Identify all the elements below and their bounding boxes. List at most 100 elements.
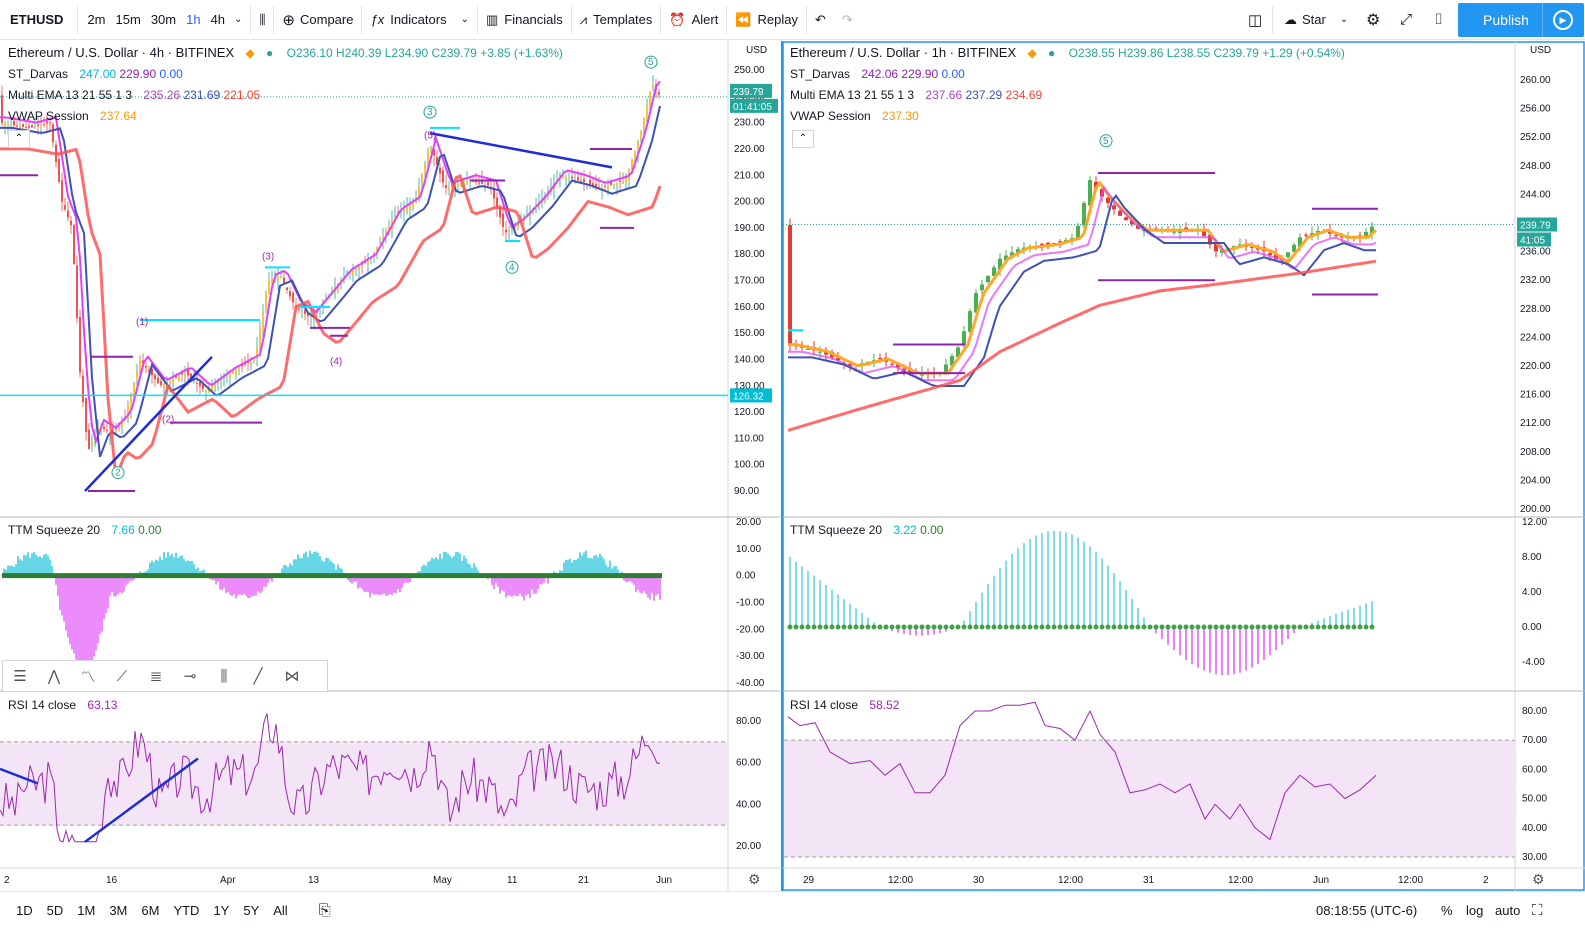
tf-15m[interactable]: 15m [115, 12, 141, 27]
range-3m[interactable]: 3M [109, 903, 128, 918]
candle [355, 268, 357, 271]
replay-label: Replay [757, 12, 798, 27]
layout-button[interactable]: ◫ [1240, 0, 1270, 40]
financials-button[interactable]: ▥ Financials [478, 0, 571, 40]
candle [211, 385, 213, 392]
candle [1310, 233, 1314, 236]
range-5y[interactable]: 5Y [243, 903, 260, 918]
candle [61, 180, 63, 202]
candle [223, 377, 225, 379]
lines-icon[interactable]: ☰ [13, 668, 27, 685]
goto-date-icon[interactable]: ⎘ [318, 902, 331, 919]
chart-type-button[interactable]: ⫼ [251, 0, 273, 40]
candle [806, 349, 810, 351]
left-rsi-pane[interactable] [0, 713, 728, 844]
templates-icon: ⩘ [579, 11, 588, 27]
chevron-down-icon[interactable]: ⌄ [234, 14, 243, 25]
wave-label: 5 [648, 57, 654, 68]
right-ema-legend[interactable]: Multi EMA 13 21 55 1 3 237.66 237.29 234… [790, 85, 1345, 106]
candle [79, 316, 81, 373]
candle [508, 230, 510, 233]
currency-label[interactable]: USD [746, 45, 768, 56]
candle [277, 276, 279, 281]
log-toggle[interactable]: log [1466, 903, 1484, 918]
candle [604, 185, 606, 187]
clock-time[interactable]: 08:18:55 (UTC-6) [1316, 903, 1418, 918]
price-tick: 204.00 [1520, 475, 1551, 486]
range-1y[interactable]: 1Y [213, 903, 230, 918]
compare-button[interactable]: ⊕ Compare [274, 0, 361, 40]
fib-icon[interactable]: ≣ [149, 668, 163, 685]
candle [121, 420, 123, 428]
range-all[interactable]: All [273, 903, 288, 918]
alert-button[interactable]: ⏰ Alert [661, 0, 726, 40]
settings-button[interactable]: ⚙ [1358, 0, 1388, 40]
ttm-zero-dot [1033, 624, 1039, 630]
star-button[interactable]: ☁ Star ⌄ [1276, 0, 1356, 40]
left-ttm-pane[interactable] [1, 550, 662, 671]
right-vwap-legend[interactable]: VWAP Session 237.30 [790, 106, 1345, 127]
rsi-tick: 80.00 [1522, 706, 1547, 717]
collapse-legend-button[interactable]: ⌃ [8, 130, 30, 148]
range-ytd[interactable]: YTD [173, 903, 200, 918]
collapse-legend-button[interactable]: ⌃ [792, 130, 814, 148]
fullscreen-button[interactable]: ⤢ [1392, 0, 1420, 40]
replay-button[interactable]: ⏪ Replay [727, 0, 806, 40]
node-icon[interactable]: ⋈ [284, 668, 300, 685]
symbol-search[interactable]: ETHUSD [10, 12, 64, 27]
wave-pattern-icon[interactable]: 〽 [80, 668, 96, 686]
time-tick: 12:00 [1228, 875, 1253, 886]
undo-button[interactable]: ↶ [807, 0, 834, 40]
function-icon: ƒx [370, 12, 385, 27]
ttm-zero-dot [1183, 624, 1189, 630]
left-darvas-legend[interactable]: ST_Darvas 247.00 229.90 0.00 [8, 64, 563, 85]
fullscreen-icon[interactable]: ⛶ [1532, 902, 1543, 919]
horizontal-line-icon[interactable]: ⊸ [183, 668, 197, 685]
right-rsi-pane[interactable] [784, 701, 1515, 858]
play-icon[interactable]: ▶ [1542, 3, 1573, 37]
ttm-zero-dot [793, 624, 799, 630]
left-price-pane[interactable]: (1) (2) (3) (4) (5) 2 3 4 5 [0, 55, 728, 492]
line-tool-icon[interactable]: ╱ [253, 668, 263, 685]
rsi-band [784, 740, 1515, 857]
right-darvas-legend[interactable]: ST_Darvas 242.06 229.90 0.00 [790, 64, 1345, 85]
left-ttm-legend[interactable]: TTM Squeeze 20 7.66 0.00 [8, 520, 161, 541]
right-rsi-legend[interactable]: RSI 14 close 58.52 [790, 695, 899, 716]
tf-4h[interactable]: 4h [210, 12, 226, 27]
ttm-zero-dot [1189, 624, 1195, 630]
currency-label[interactable]: USD [1530, 45, 1552, 56]
right-price-pane[interactable]: 5 [783, 134, 1515, 432]
candle [10, 124, 12, 126]
candle [475, 181, 477, 183]
tf-1h[interactable]: 1h [186, 12, 201, 27]
publish-button[interactable]: Publish ▶ [1458, 3, 1584, 37]
templates-button[interactable]: ⩘ Templates [572, 0, 661, 40]
right-ttm-pane[interactable] [787, 530, 1375, 676]
indicators-button[interactable]: ƒx Indicators ⌄ [362, 0, 477, 40]
tf-2m[interactable]: 2m [87, 12, 106, 27]
right-ttm-legend[interactable]: TTM Squeeze 20 3.22 0.00 [790, 520, 943, 541]
abc-pattern-icon[interactable]: ⋀ [47, 668, 61, 685]
ttm-zero-dot [1021, 624, 1027, 630]
rsi-tick: 60.00 [736, 758, 761, 769]
range-1m[interactable]: 1M [77, 903, 96, 918]
ruler-icon[interactable]: ⫼ [220, 667, 228, 685]
range-1d[interactable]: 1D [16, 903, 33, 918]
ttm-tick: -40.00 [736, 678, 765, 689]
redo-button[interactable]: ↷ [834, 0, 861, 40]
range-6m[interactable]: 6M [141, 903, 160, 918]
ttm-zero-dot [1123, 624, 1129, 630]
tf-30m[interactable]: 30m [150, 12, 177, 27]
trend-line-icon[interactable]: ⟋ [116, 667, 128, 685]
left-vwap-legend[interactable]: VWAP Session 237.64 [8, 106, 563, 127]
left-ema-legend[interactable]: Multi EMA 13 21 55 1 3 235.26 231.69 221… [8, 85, 563, 106]
range-5d[interactable]: 5D [46, 903, 64, 918]
percent-toggle[interactable]: % [1441, 903, 1453, 918]
time-tick: 2 [1483, 875, 1489, 886]
snapshot-button[interactable]: ⌷ [1426, 0, 1451, 40]
auto-toggle[interactable]: auto [1495, 903, 1521, 918]
candle [445, 184, 447, 189]
left-rsi-legend[interactable]: RSI 14 close 63.13 [8, 695, 117, 716]
time-tick: Jun [1313, 875, 1329, 886]
